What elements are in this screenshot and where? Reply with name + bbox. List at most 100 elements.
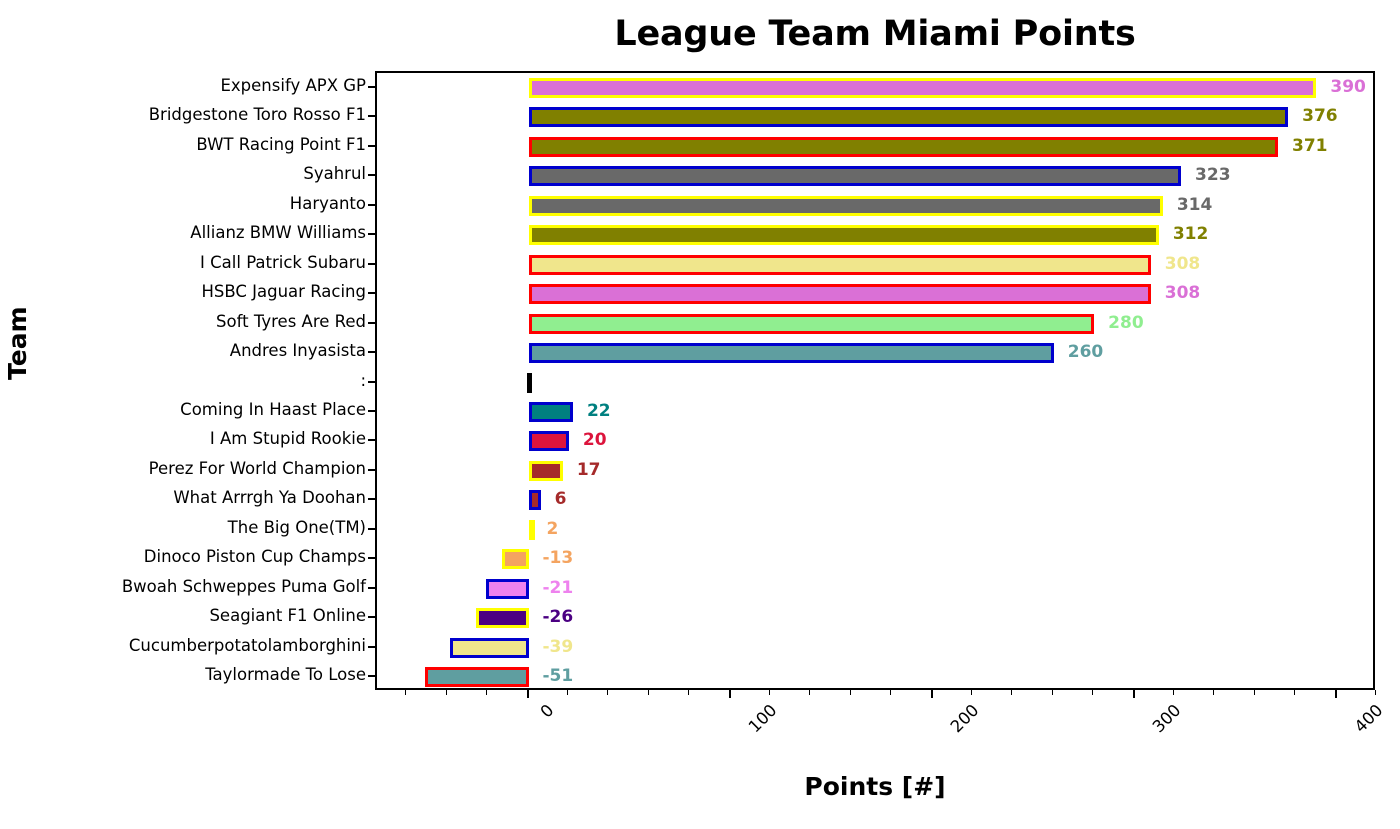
x-tick-minor [1092,690,1094,695]
plot-area: 390 376 371 323 314 312 308 308 280 260 22 20 17 6 2 -1… [375,71,1375,690]
x-tick-major [526,690,529,698]
bar-value-label: 308 [1164,253,1201,274]
x-tick-minor [1253,690,1255,695]
x-tick-minor [890,690,892,695]
y-tick-mark [368,439,375,442]
bar-value-label: 22 [586,400,611,421]
bar-value-label: 6 [554,489,567,510]
y-tick-mark [368,85,375,88]
x-tick-major [1132,690,1135,698]
x-tick-minor [486,690,488,695]
bar-value-label: 17 [576,459,601,480]
y-tick-mark [368,645,375,648]
y-tick-mark [368,527,375,530]
x-tick-minor [647,690,649,695]
y-axis-tick-marks [0,71,380,690]
y-tick-mark [368,115,375,118]
bar [526,372,532,393]
bar-value-label: 308 [1164,283,1201,304]
y-tick-mark [368,174,375,177]
x-tick-minor [1213,690,1215,695]
y-tick-label: Bwoah Schweppes Puma Golf [121,576,366,596]
bar [502,549,529,570]
bar-value-label: 280 [1108,312,1144,333]
bar-value-label: -21 [542,577,574,598]
bar [528,313,1095,334]
y-tick-label: Coming In Haast Place [180,399,366,419]
bar [528,460,563,481]
bar-value-label: 260 [1067,342,1104,363]
x-tick-minor [849,690,851,695]
x-tick-minor [607,690,609,695]
y-tick-label: Syahrul [303,164,366,184]
bar-value-label: 314 [1176,194,1213,215]
y-tick-label: Cucumberpotatolamborghini [128,635,366,655]
y-tick-mark [368,292,375,295]
y-tick-label: Seagiant F1 Online [209,606,366,626]
bar [528,136,1278,157]
y-tick-label: Bridgestone Toro Rosso F1 [148,105,366,125]
bar [528,254,1151,275]
bar-value-label: 2 [546,518,559,539]
x-axis-label: Points [#] [804,772,946,801]
y-tick-mark [368,380,375,383]
x-tick-minor [1294,690,1296,695]
bar [528,490,541,511]
x-tick-label: 400 [1350,700,1387,737]
x-axis-ticks: 0 100 200 300 400 [375,690,1386,750]
y-tick-label: HSBC Jaguar Racing [201,282,366,302]
bar [528,431,569,452]
x-tick-label: 300 [1148,700,1185,737]
x-tick-minor [970,690,972,695]
y-tick-mark [368,498,375,501]
bar [528,107,1289,128]
x-tick-minor [809,690,811,695]
y-tick-mark [368,262,375,265]
x-tick-minor [1011,690,1013,695]
y-tick-mark [368,233,375,236]
x-tick-major [930,690,933,698]
bar [528,225,1159,246]
x-tick-label: 100 [744,700,781,737]
y-tick-label: The Big One(TM) [227,517,366,537]
y-tick-mark [368,351,375,354]
y-tick-mark [368,409,375,412]
y-tick-label: Haryanto [289,193,366,213]
x-tick-minor [566,690,568,695]
y-tick-label: Andres Inyasista [229,341,366,361]
bars-layer: 390 376 371 323 314 312 308 308 280 260 22 20 17 6 2 -1… [377,73,1373,688]
bar [486,578,529,599]
x-tick-label: 200 [946,700,983,737]
bar-value-label: -51 [542,666,574,687]
y-tick-mark [368,203,375,206]
y-tick-mark [368,675,375,678]
y-tick-label: BWT Racing Point F1 [196,134,366,154]
y-tick-label: I Call Patrick Subaru [200,252,366,272]
y-tick-mark [368,616,375,619]
y-tick-mark [368,321,375,324]
bar-value-label: 390 [1330,76,1366,97]
y-tick-label: Allianz BMW Williams [190,223,366,243]
x-tick-minor [1375,690,1376,695]
x-tick-label: 0 [536,700,558,722]
x-tick-minor [1051,690,1053,695]
bar [528,519,535,540]
y-tick-label: I Am Stupid Rookie [209,429,366,449]
y-tick-label: Soft Tyres Are Red [216,311,366,331]
bar-value-label: 323 [1195,165,1231,186]
y-tick-mark [368,144,375,147]
x-tick-minor [445,690,447,695]
bar-value-label: 371 [1292,135,1328,156]
y-tick-mark [368,586,375,589]
bar [528,343,1054,364]
bar-value-label: 20 [582,430,607,451]
chart-title: League Team Miami Points [614,14,1136,54]
x-tick-minor [688,690,690,695]
bar [528,77,1317,98]
bar [425,667,529,688]
x-tick-minor [1172,690,1174,695]
bar [528,401,573,422]
bar-value-label: 376 [1302,106,1338,127]
bar-value-label: -39 [542,636,574,657]
x-tick-major [728,690,731,698]
